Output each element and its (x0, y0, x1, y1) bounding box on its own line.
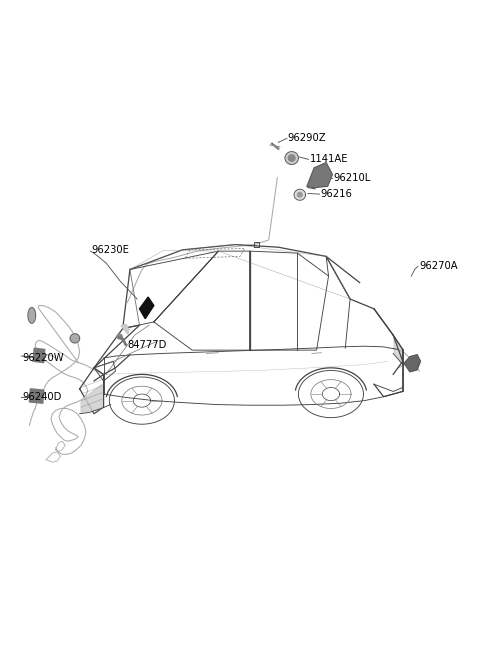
Polygon shape (285, 152, 299, 164)
Polygon shape (33, 348, 45, 363)
Polygon shape (70, 334, 80, 343)
Polygon shape (288, 155, 295, 161)
Polygon shape (121, 325, 129, 334)
Text: 96270A: 96270A (420, 261, 458, 271)
Polygon shape (29, 389, 44, 403)
Text: 84777D: 84777D (128, 340, 167, 350)
Polygon shape (394, 336, 402, 363)
Polygon shape (294, 189, 306, 200)
Polygon shape (28, 307, 36, 323)
Text: 96220W: 96220W (22, 353, 64, 363)
Text: 96240D: 96240D (22, 392, 61, 402)
Polygon shape (81, 384, 102, 413)
Text: 96290Z: 96290Z (288, 133, 326, 143)
Text: 96230E: 96230E (92, 245, 130, 255)
Polygon shape (404, 355, 420, 372)
Polygon shape (298, 193, 302, 197)
Text: 96216: 96216 (321, 189, 352, 199)
Text: 1141AE: 1141AE (310, 154, 348, 164)
Text: 96210L: 96210L (333, 173, 371, 183)
Polygon shape (307, 163, 332, 187)
Polygon shape (140, 297, 154, 319)
